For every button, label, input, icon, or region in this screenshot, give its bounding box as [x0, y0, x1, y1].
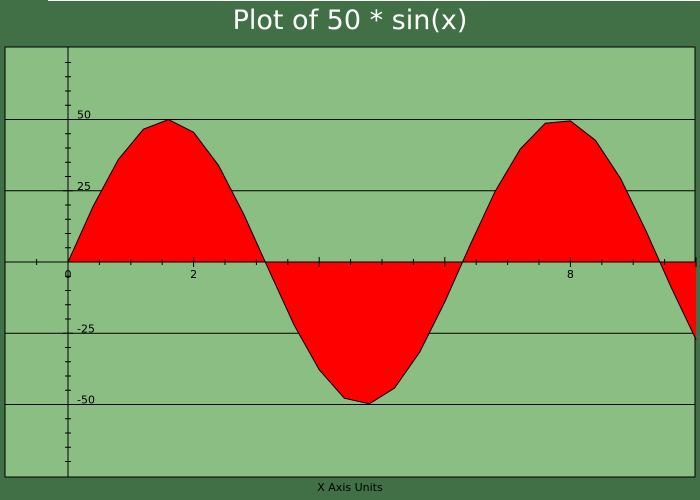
x-tick-label: 2 [190, 268, 197, 281]
y-tick-label: 50 [77, 109, 91, 122]
series-area [68, 119, 696, 404]
top-border [48, 0, 700, 1]
series-line [67, 118, 697, 405]
x-tick-label: 8 [567, 268, 574, 281]
x-tick-label: 0 [65, 268, 72, 281]
y-tick-label: -25 [77, 322, 95, 335]
x-axis-label: X Axis Units [317, 481, 383, 494]
y-tick-label: -50 [77, 394, 95, 407]
chart-title: Plot of 50 * sin(x) [232, 5, 468, 36]
y-tick-label: 25 [77, 180, 91, 193]
